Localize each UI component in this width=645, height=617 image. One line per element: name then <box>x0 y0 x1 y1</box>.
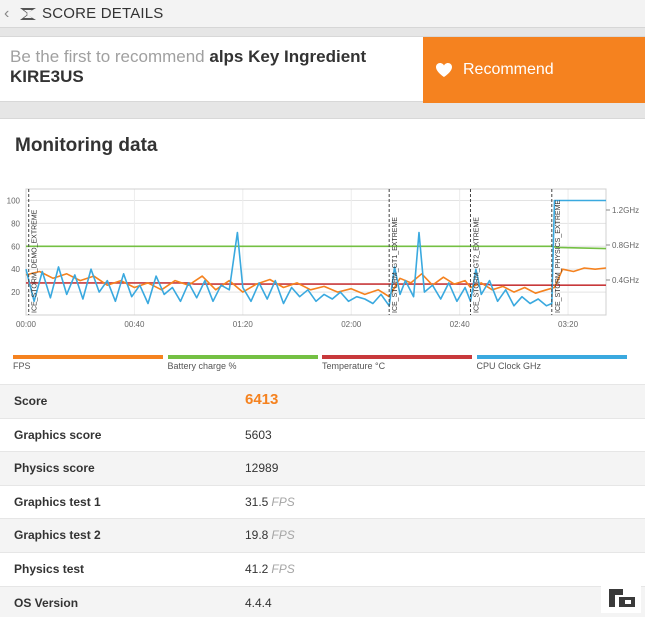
section-marker-label: ICE_STORM_GT2_EXTREME <box>473 217 480 313</box>
right-tick-label: 1.2GHz <box>612 206 639 215</box>
x-tick-label: 02:40 <box>450 320 471 329</box>
monitoring-title: Monitoring data <box>15 135 158 156</box>
x-tick-label: 03:20 <box>558 320 579 329</box>
x-tick-label: 00:00 <box>16 320 37 329</box>
stat-row: Graphics test 2 19.8 FPS <box>0 518 645 552</box>
recommend-prefix: Be the first to recommend <box>10 47 205 66</box>
recommend-text: Be the first to recommend alps Key Ingre… <box>10 47 420 87</box>
stat-label: Score <box>14 394 48 408</box>
stats-table: Score 6413 Graphics score 5603 Physics score… <box>0 384 645 617</box>
section-marker-label: ICE_STORM_GT1_EXTREME <box>392 217 399 313</box>
stat-row: Graphics score 5603 <box>0 417 645 452</box>
legend-swatch <box>476 355 627 359</box>
app-header: ‹ SCORE DETAILS <box>0 0 645 28</box>
chevron-left-icon[interactable]: ‹ <box>4 4 10 22</box>
monitoring-card: Monitoring data 100 80 60 40 20 00:00 00:40 01:… <box>0 118 645 617</box>
legend-label: Battery charge % <box>167 361 237 371</box>
stat-label: Graphics test 2 <box>14 528 101 543</box>
x-tick-label: 02:00 <box>341 320 362 329</box>
stat-label: Graphics score <box>14 427 102 442</box>
stat-label: Physics score <box>14 461 95 476</box>
stat-label: OS Version <box>14 595 79 610</box>
stat-row: Physics test 41.2 FPS <box>0 551 645 586</box>
legend-item: FPS <box>13 355 163 375</box>
monitoring-chart: 100 80 60 40 20 00:00 00:40 01:20 02:00 02:40 03:2… <box>7 188 639 329</box>
stat-row: Graphics test 1 31.5 FPS <box>0 484 645 519</box>
3dmark-logo-icon <box>18 4 38 24</box>
recommend-button[interactable]: Recommend <box>423 37 645 103</box>
section-marker-label: ICE_STORM_DEMO_EXTREME <box>32 209 39 313</box>
stat-value: 31.5 FPS <box>245 494 295 509</box>
series-line <box>26 245 607 250</box>
legend-label: Temperature °C <box>322 361 386 371</box>
y-tick-label: 40 <box>11 265 20 274</box>
stat-value: 19.8 FPS <box>245 528 295 543</box>
legend-item: Temperature °C <box>322 355 472 375</box>
series-line <box>25 267 607 298</box>
heart-icon <box>436 63 452 77</box>
legend-swatch <box>322 355 472 359</box>
series-line <box>25 199 606 307</box>
stat-label: Physics test <box>14 561 85 576</box>
plot-frame <box>25 188 607 316</box>
y-tick-label: 80 <box>11 219 20 228</box>
chart-legend: FPS Battery charge % Temperature °C CPU Clo… <box>0 355 645 375</box>
stat-row: Physics score 12989 <box>0 451 645 485</box>
device-name: alps Key Ingredient KIRE3US <box>10 47 367 86</box>
stat-unit: FPS <box>271 528 295 543</box>
right-tick-label: 0.4GHz <box>612 276 639 285</box>
x-tick-label: 01:20 <box>233 320 254 329</box>
stat-value: 12989 <box>245 461 279 476</box>
stat-unit: FPS <box>271 561 295 576</box>
y-tick-label: 20 <box>11 288 20 297</box>
stat-value: 41.2 FPS <box>245 561 295 576</box>
stat-value: 6413 <box>245 391 279 408</box>
y-tick-label: 100 <box>7 196 21 205</box>
x-tick-label: 00:40 <box>124 320 145 329</box>
legend-label: CPU Clock GHz <box>476 361 542 371</box>
legend-swatch <box>167 355 318 359</box>
recommend-panel: Be the first to recommend alps Key Ingre… <box>0 36 645 103</box>
stat-label: Graphics test 1 <box>14 494 101 509</box>
legend-item: Battery charge % <box>167 355 318 375</box>
stat-value: 5603 <box>245 427 272 442</box>
stat-row: Score 6413 <box>0 384 645 418</box>
legend-item: CPU Clock GHz <box>476 355 627 375</box>
page-title: SCORE DETAILS <box>42 5 164 22</box>
stat-value: 4.4.4 <box>245 595 272 610</box>
y-tick-label: 60 <box>11 242 20 251</box>
legend-label: FPS <box>13 361 31 371</box>
watermark-logo-icon <box>601 583 641 613</box>
recommend-button-label: Recommend <box>463 61 554 78</box>
stat-row: OS Version 4.4.4 <box>0 585 645 617</box>
series-line <box>26 282 606 286</box>
legend-swatch <box>13 355 163 359</box>
section-marker-label: ICE_STORM_PHYSICS_EXTREME <box>555 200 562 313</box>
right-tick-label: 0.8GHz <box>612 241 639 250</box>
stat-unit: FPS <box>271 494 295 509</box>
